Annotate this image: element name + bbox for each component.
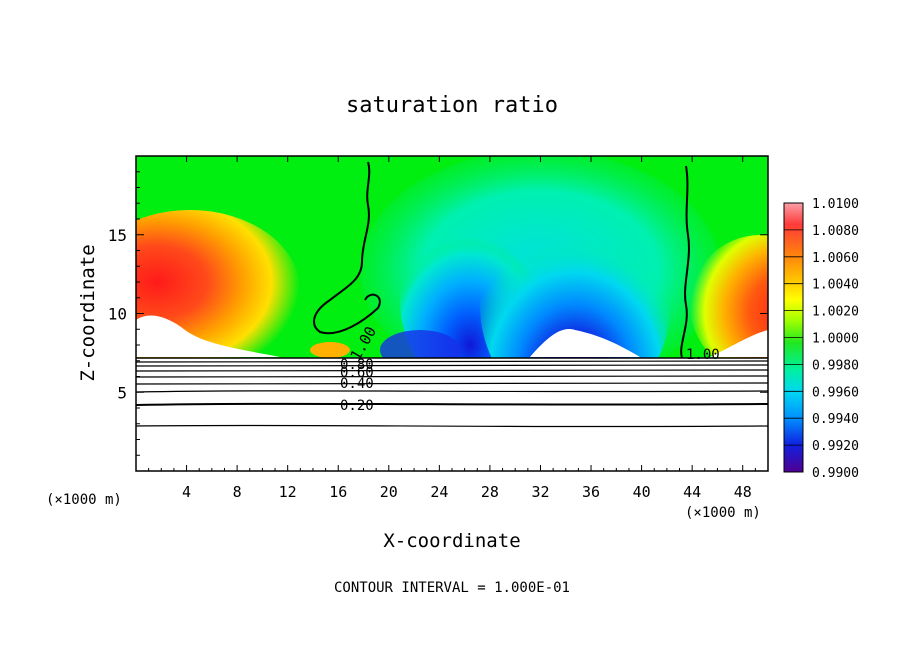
contour-label-0.20: 0.20 <box>340 398 374 414</box>
x-tick-label: 32 <box>531 483 549 501</box>
field-yellow-zone <box>310 342 350 358</box>
contour-label-1.00-b: 1.00 <box>686 347 720 363</box>
colorbar-label: 0.9980 <box>812 358 859 373</box>
x-unit-left: (×1000 m) <box>46 492 122 508</box>
x-axis: 4 8 12 16 20 24 28 32 36 40 44 48 <box>148 156 756 501</box>
field-blank-center <box>530 329 640 357</box>
contour-line-7 <box>136 390 768 393</box>
colorbar-label: 1.0000 <box>812 332 859 347</box>
colorbar-labels: 1.0100 1.0080 1.0060 1.0040 1.0020 1.0000 0.99… <box>784 197 859 481</box>
x-axis-title: X-coordinate <box>383 530 520 552</box>
contour-line-bottom <box>136 424 768 428</box>
x-tick-label: 20 <box>380 483 398 501</box>
x-tick-label: 12 <box>279 483 297 501</box>
contour-line-5 <box>136 375 768 378</box>
x-tick-label: 44 <box>683 483 701 501</box>
contour-interval-note: CONTOUR INTERVAL = 1.000E-01 <box>334 580 570 596</box>
colorbar-label: 0.9940 <box>812 412 859 427</box>
field-blank-right <box>710 330 768 357</box>
x-tick-label: 28 <box>481 483 499 501</box>
colorbar-label: 0.9960 <box>812 385 859 400</box>
y-tick-label: 5 <box>117 383 127 402</box>
x-tick-label: 36 <box>582 483 600 501</box>
field-blank-lower <box>136 358 768 471</box>
heatmap-field <box>136 156 768 471</box>
contour-line-6 <box>136 382 768 385</box>
y-axis: 5 10 15 <box>108 171 768 456</box>
y-tick-label: 10 <box>108 305 127 324</box>
y-tick-label: 15 <box>108 226 127 245</box>
colorbar-label: 1.0060 <box>812 251 859 266</box>
contour-line-1.00-right <box>680 165 690 359</box>
colorbar-label: 1.0040 <box>812 278 859 293</box>
x-tick-label: 16 <box>329 483 347 501</box>
contour-label-0.80: 0.80 <box>340 357 374 373</box>
colorbar-label: 1.0080 <box>812 224 859 239</box>
x-tick-label: 48 <box>734 483 752 501</box>
colorbar-label: 0.9920 <box>812 439 859 454</box>
x-unit-right: (×1000 m) <box>685 505 761 521</box>
y-axis-title: Z-coordinate <box>77 244 99 381</box>
x-tick-label: 24 <box>430 483 448 501</box>
contour-line-2 <box>136 360 768 363</box>
colorbar-label: 1.0100 <box>812 197 859 212</box>
x-tick-label: 4 <box>182 483 191 501</box>
contour-line-0.20 <box>136 402 768 406</box>
contour-line-4 <box>136 369 768 372</box>
x-tick-label: 40 <box>633 483 651 501</box>
contour-label-0.60: 0.60 <box>340 365 374 381</box>
colorbar-label: 1.0020 <box>812 305 859 320</box>
colorbar: 1.0100 1.0080 1.0060 1.0040 1.0020 1.0000 0.99… <box>783 197 859 481</box>
contour-label-0.40: 0.40 <box>340 376 374 392</box>
x-tick-label: 8 <box>233 483 242 501</box>
contour-line-3 <box>136 364 768 367</box>
contour-line-1.00-left <box>313 161 381 335</box>
field-blank-left <box>136 315 280 357</box>
chart-title: saturation ratio <box>346 93 558 118</box>
colorbar-label: 0.9900 <box>812 466 859 481</box>
